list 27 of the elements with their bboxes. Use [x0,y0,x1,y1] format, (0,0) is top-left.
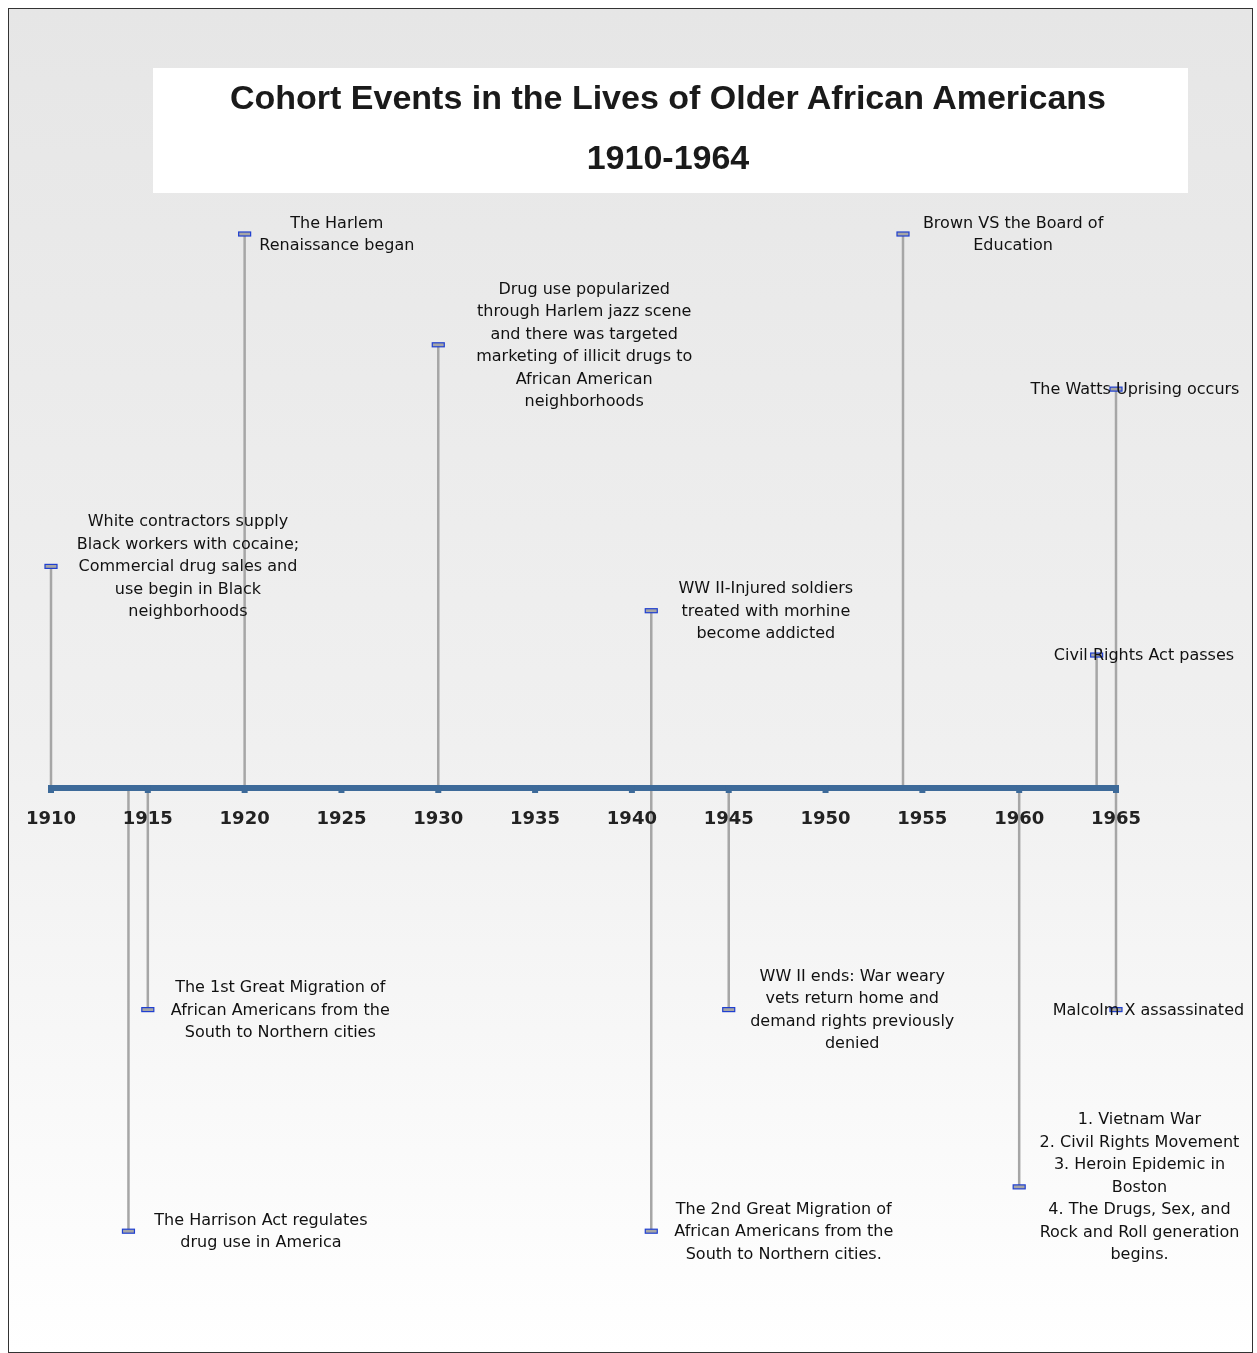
x-tick-label: 1960 [994,807,1045,828]
x-tick-label: 1935 [510,807,561,828]
x-tick-label: 1930 [413,807,464,828]
annotation: WW II-Injured soldiers treated with morhine become addicted [678,577,854,642]
annotation: White contractors supply Black workers with cocaine; Commercial drug sales and use begin in Black neighborhoods [76,510,300,620]
x-tick-label: 1915 [122,807,173,828]
annotation: Malcolm X assassinated [1052,999,1245,1019]
x-tick-label: 1925 [316,807,367,828]
x-tick-label: 1940 [606,807,657,828]
x-tick-label: 1965 [1090,807,1142,828]
x-tick-label: 1910 [25,807,77,828]
annotation: The Harrison Act regulates drug use in America [153,1209,368,1251]
annotation: 1. Vietnam War 2. Civil Rights Movement 3. Heroin Epidemic in Boston 4. The Drugs, Sex, and Rock and Roll generation begins. [1039,1108,1240,1263]
annotation: WW II ends: War weary vets return home and demand rights previously denied [750,965,955,1052]
chart-subtitle: 1910-1964 [586,137,750,176]
annotation: The Watts Uprising occurs [1029,378,1240,398]
annotation: Brown VS the Board of Education [922,212,1104,254]
annotation: Drug use popularized through Harlem jazz scene and there was targeted marketing of illicit drugs to African American neighborhoods [476,278,693,410]
annotation: Civil Rights Act passes [1053,644,1235,664]
x-tick-label: 1920 [219,807,270,828]
annotation: The Harlem Renaissance began [259,212,415,254]
chart-title: Cohort Events in the Lives of Older African Americans [229,77,1107,116]
annotation: The 2nd Great Migration of African Americans from the South to Northern cities. [674,1198,894,1263]
x-tick-label: 1955 [897,807,948,828]
x-tick-label: 1945 [703,807,754,828]
annotation: The 1st Great Migration of African Americans from the South to Northern cities [170,976,390,1041]
x-tick-label: 1950 [800,807,851,828]
